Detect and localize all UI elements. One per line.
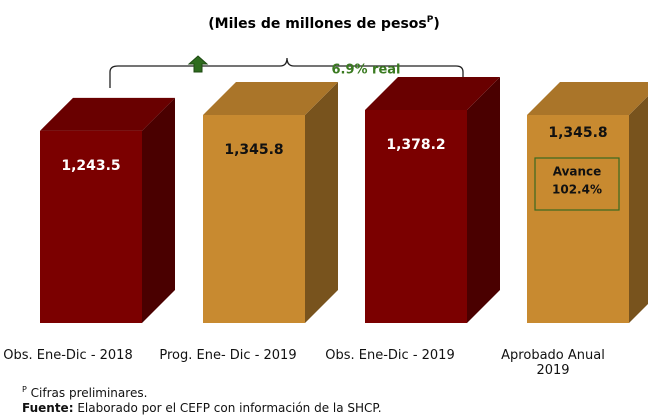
bar-side [305,82,338,323]
bar-side [467,77,500,323]
title-superscript: P [427,15,434,25]
bar-top [365,77,500,110]
x-tick-label: Prog. Ene- Dic - 2019 [159,348,297,363]
x-tick-label: Aprobado Anual 2019 [501,348,605,378]
note-marker: P [22,385,27,394]
avance-value: 102.4% [552,183,602,197]
up-arrow [187,55,209,73]
bar-top [527,82,648,116]
bar-side [142,97,175,323]
bar-top [40,97,175,131]
chart-title: (Miles de millones de pesosP) [208,15,440,33]
value-label: 1,243.5 [61,158,120,174]
source-text: Elaborado por el CEFP con información de… [77,401,382,415]
x-tick-label: Obs. Ene-Dic - 2019 [325,348,455,363]
bar-side [629,96,648,323]
growth-annotation: 6.9% real [331,63,400,78]
bar [40,130,142,323]
source-label: Fuente: [22,401,74,415]
bar [527,115,629,323]
source: Fuente: Elaborado por el CEFP con inform… [22,401,382,415]
note: P Cifras preliminares. [22,385,147,400]
value-label: 1,345.8 [224,142,283,158]
value-label: 1,345.8 [548,125,607,141]
note-text: Cifras preliminares. [30,386,148,400]
title-text: (Miles de millones de pesos [208,16,426,32]
bar [365,110,467,323]
title-text: ) [433,16,439,32]
x-tick-label: Obs. Ene-Dic - 2018 [3,348,133,363]
avance-label: Avance [553,165,602,179]
brace [109,57,464,88]
value-label: 1,378.2 [386,137,445,153]
bar [203,115,305,323]
avance-box [534,157,620,211]
bar-top [203,82,338,116]
